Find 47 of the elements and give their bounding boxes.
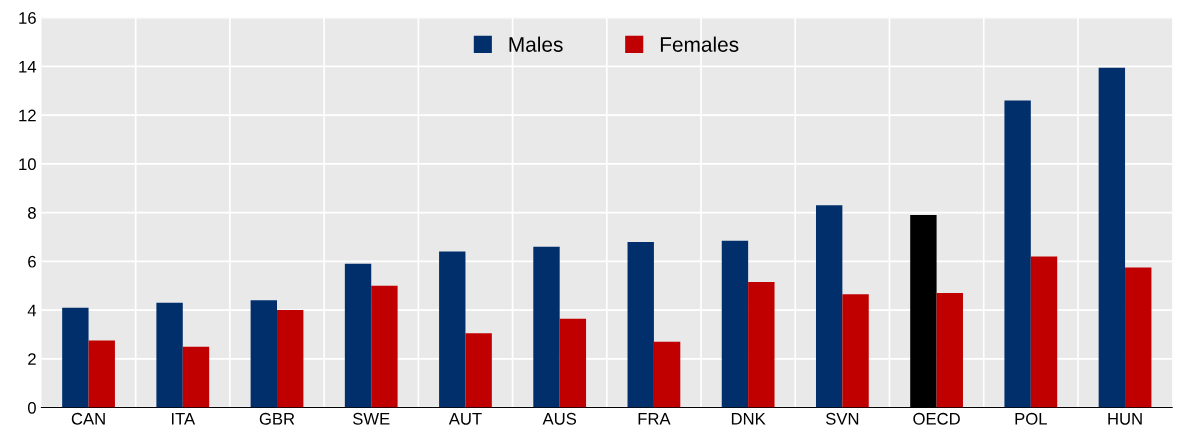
bar xyxy=(559,318,587,408)
bar xyxy=(156,302,183,408)
bar xyxy=(344,263,372,408)
bar xyxy=(1098,67,1126,408)
bar xyxy=(371,285,398,408)
x-tick-label: CAN xyxy=(71,412,105,425)
bar xyxy=(721,240,749,408)
y-tick-label: 12 xyxy=(19,109,36,122)
y-tick-label: 6 xyxy=(28,255,36,268)
bar xyxy=(88,340,115,408)
bar xyxy=(748,282,775,408)
bar xyxy=(250,300,278,408)
bar xyxy=(1004,100,1031,408)
bar xyxy=(653,341,681,408)
x-tick-label: POL xyxy=(1015,412,1047,425)
y-tick-label: 16 xyxy=(19,12,36,24)
bar xyxy=(910,215,937,408)
y-tick-label: 2 xyxy=(28,353,36,365)
bar xyxy=(439,251,466,408)
y-tick-label: 4 xyxy=(27,304,37,317)
bar xyxy=(182,346,210,408)
bar xyxy=(627,241,654,408)
bar xyxy=(842,294,869,408)
bar xyxy=(465,333,492,408)
bar xyxy=(62,307,89,408)
x-tick-label: GBR xyxy=(259,412,295,425)
x-tick-label: HUN xyxy=(1108,413,1142,425)
legend-label: Females xyxy=(660,36,739,52)
x-tick-label: SWE xyxy=(353,412,390,425)
bar xyxy=(815,205,843,408)
x-tick-label: FRA xyxy=(638,413,671,425)
bar xyxy=(936,293,963,408)
bar xyxy=(533,246,560,408)
x-tick-label: AUS xyxy=(542,412,577,425)
x-tick-label: SVN xyxy=(825,412,859,425)
x-tick-label: AUT xyxy=(448,413,482,425)
bar xyxy=(1030,256,1058,408)
bar xyxy=(1125,267,1152,408)
y-tick-label: 10 xyxy=(19,158,36,171)
x-tick-label: ITA xyxy=(171,413,196,425)
legend-label: Males xyxy=(509,36,563,52)
y-tick-label: 0 xyxy=(27,401,36,414)
x-tick-label: OECD xyxy=(913,412,960,425)
y-tick-label: 14 xyxy=(19,61,37,73)
y-tick-label: 8 xyxy=(28,207,36,219)
x-tick-label: DNK xyxy=(731,413,766,425)
bar xyxy=(277,310,304,408)
